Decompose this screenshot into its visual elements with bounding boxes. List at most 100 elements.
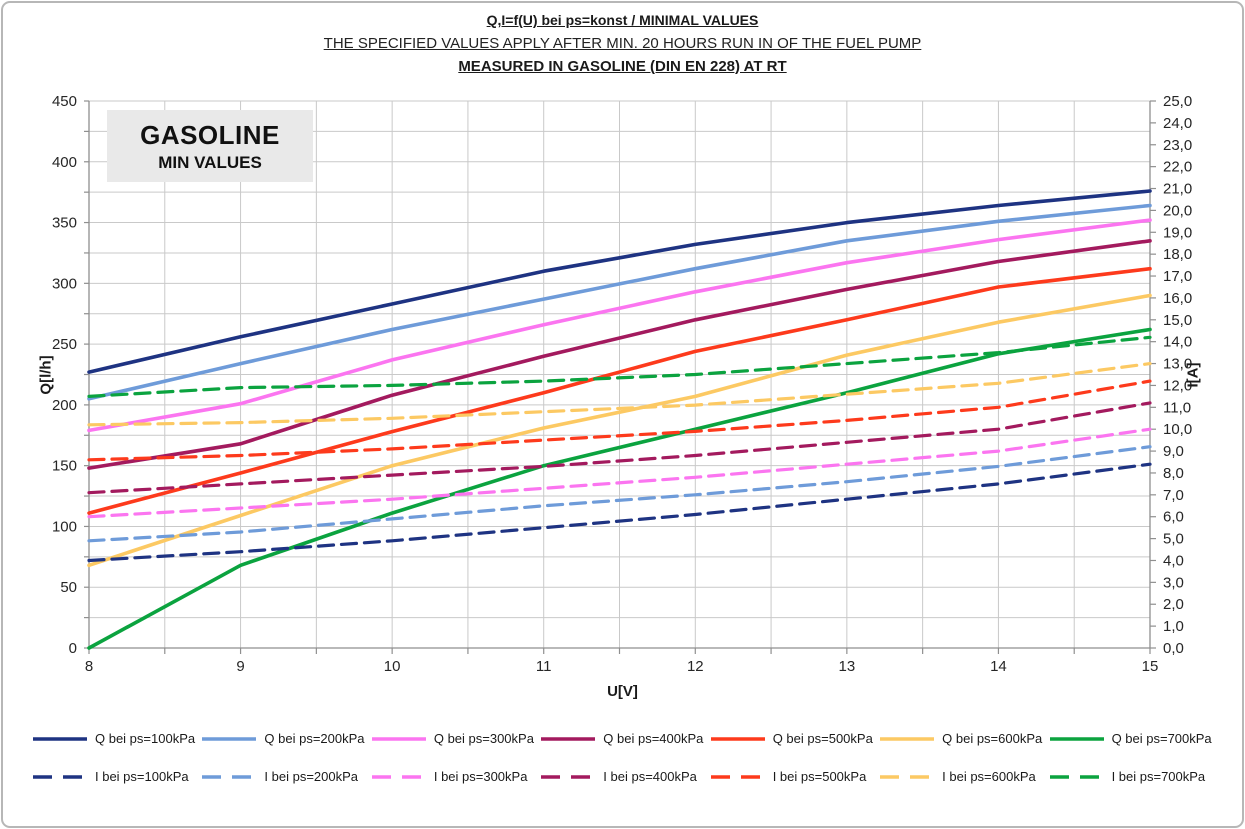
legend-item-q-bei-ps500kpa: Q bei ps=500kPa (710, 731, 879, 746)
dashed-line-swatch-icon (33, 774, 87, 779)
y-right-tick-label: 17,0 (1163, 268, 1192, 285)
y-right-tick-label: 7,0 (1163, 487, 1184, 504)
series-i-bei-ps200kpa (87, 445, 1152, 543)
y-right-tick-label: 20,0 (1163, 202, 1192, 219)
legend-label: I bei ps=300kPa (433, 769, 528, 784)
legend-item-q-bei-ps600kpa: Q bei ps=600kPa (879, 731, 1048, 746)
y-left-tick-label: 250 (52, 336, 77, 353)
series-i-bei-ps300kpa (87, 427, 1152, 519)
series-i-bei-ps100kpa (87, 462, 1152, 563)
legend-label: Q bei ps=600kPa (942, 731, 1043, 746)
legend-label: Q bei ps=100kPa (95, 731, 196, 746)
solid-line-swatch-icon (1049, 736, 1104, 741)
series-i-bei-ps600kpa (87, 362, 1152, 427)
dashed-line-swatch-icon (1049, 774, 1104, 779)
y-right-tick-label: 5,0 (1163, 531, 1184, 548)
x-tick-label: 15 (1142, 658, 1159, 675)
x-axis-title: U[V] (607, 683, 638, 700)
legend-item-i-bei-ps300kpa: I bei ps=300kPa (371, 769, 540, 784)
y-right-tick-label: 0,0 (1163, 640, 1184, 657)
x-tick-label: 9 (236, 658, 244, 675)
series-q-bei-ps700kpa (87, 327, 1152, 650)
y-right-tick-label: 25,0 (1163, 93, 1192, 110)
x-tick-label: 12 (687, 658, 704, 675)
series-i-bei-ps500kpa (87, 379, 1152, 462)
dashed-line-swatch-icon (371, 774, 426, 779)
y-right-tick-label: 4,0 (1163, 552, 1184, 569)
y-left-tick-label: 350 (52, 215, 77, 232)
y-right-tick-label: 3,0 (1163, 574, 1184, 591)
series-q-bei-ps200kpa (87, 203, 1152, 401)
y-right-tick-label: 19,0 (1163, 224, 1192, 241)
y-right-tick-label: 10,0 (1163, 421, 1192, 438)
dashed-line-swatch-icon (541, 774, 596, 779)
y-left-tick-label: 0 (69, 640, 77, 657)
x-tick-label: 8 (85, 658, 93, 675)
legend-label: Q bei ps=700kPa (1111, 731, 1212, 746)
x-tick-label: 10 (384, 658, 401, 675)
y-left-tick-label: 400 (52, 154, 77, 171)
chart-title-line1: Q,I=f(U) bei ps=konst / MINIMAL VALUES (486, 12, 759, 28)
solid-line-swatch-icon (541, 736, 596, 741)
legend-item-i-bei-ps600kpa: I bei ps=600kPa (879, 769, 1048, 784)
annotation-gasoline-label: GASOLINE (140, 119, 280, 150)
y-right-tick-label: 23,0 (1163, 137, 1192, 154)
dashed-line-swatch-icon (202, 774, 257, 779)
solid-line-swatch-icon (33, 736, 87, 741)
y-left-tick-label: 100 (52, 518, 77, 535)
legend: Q bei ps=100kPa Q bei ps=200kPa Q bei ps=3… (32, 731, 1218, 807)
series-q-bei-ps500kpa (87, 266, 1152, 515)
legend-item-i-bei-ps500kpa: I bei ps=500kPa (710, 769, 879, 784)
series-i-bei-ps400kpa (87, 401, 1152, 495)
y-right-tick-label: 14,0 (1163, 334, 1192, 351)
y-right-tick-label: 18,0 (1163, 246, 1192, 263)
legend-item-i-bei-ps200kpa: I bei ps=200kPa (201, 769, 370, 784)
legend-label: I bei ps=700kPa (1111, 769, 1206, 784)
x-tick-label: 13 (839, 658, 856, 675)
series-q-bei-ps100kpa (87, 189, 1152, 374)
y-right-tick-label: 1,0 (1163, 618, 1184, 635)
legend-label: Q bei ps=500kPa (772, 731, 873, 746)
y-right-tick-label: 21,0 (1163, 181, 1192, 198)
x-tick-label: 11 (536, 658, 552, 675)
y-right-tick-label: 6,0 (1163, 509, 1184, 526)
legend-label: Q bei ps=200kPa (264, 731, 365, 746)
y-left-tick-label: 150 (52, 458, 77, 475)
y-right-tick-label: 2,0 (1163, 596, 1184, 613)
legend-item-i-bei-ps100kpa: I bei ps=100kPa (32, 769, 201, 784)
y-right-tick-label: 15,0 (1163, 312, 1192, 329)
y-right-tick-label: 22,0 (1163, 159, 1192, 176)
legend-item-i-bei-ps400kpa: I bei ps=400kPa (540, 769, 709, 784)
annotation-box: GASOLINE MIN VALUES (107, 110, 313, 182)
chart-title-block: Q,I=f(U) bei ps=konst / MINIMAL VALUES T… (0, 10, 1245, 78)
solid-line-swatch-icon (202, 736, 257, 741)
legend-item-q-bei-ps200kpa: Q bei ps=200kPa (201, 731, 370, 746)
series-q-bei-ps400kpa (87, 239, 1152, 470)
x-tick-label: 14 (990, 658, 1007, 675)
y-left-tick-label: 200 (52, 397, 77, 414)
y-right-tick-label: 16,0 (1163, 290, 1192, 307)
legend-item-q-bei-ps700kpa: Q bei ps=700kPa (1049, 731, 1218, 746)
legend-label: Q bei ps=300kPa (433, 731, 534, 746)
y-left-axis-title: Q[l/h] (37, 355, 55, 395)
legend-label: I bei ps=100kPa (95, 769, 189, 784)
legend-label: I bei ps=500kPa (772, 769, 867, 784)
dashed-line-swatch-icon (710, 774, 765, 779)
chart-title-line3: MEASURED IN GASOLINE (DIN EN 228) AT RT (458, 57, 787, 75)
legend-label: I bei ps=400kPa (603, 769, 697, 784)
legend-item-q-bei-ps300kpa: Q bei ps=300kPa (371, 731, 540, 746)
solid-line-swatch-icon (710, 736, 765, 741)
solid-line-swatch-icon (880, 736, 935, 741)
series-q-bei-ps300kpa (87, 218, 1152, 433)
legend-item-i-bei-ps700kpa: I bei ps=700kPa (1049, 769, 1218, 784)
dashed-line-swatch-icon (880, 774, 935, 779)
series-i-bei-ps700kpa (87, 335, 1152, 398)
annotation-min-values-label: MIN VALUES (158, 152, 262, 172)
legend-label: I bei ps=600kPa (942, 769, 1036, 784)
y-right-tick-label: 9,0 (1163, 443, 1184, 460)
y-right-tick-label: 11,0 (1163, 399, 1191, 416)
y-right-tick-label: 24,0 (1163, 115, 1192, 132)
y-left-tick-label: 300 (52, 275, 77, 292)
y-right-tick-label: 13,0 (1163, 356, 1192, 373)
